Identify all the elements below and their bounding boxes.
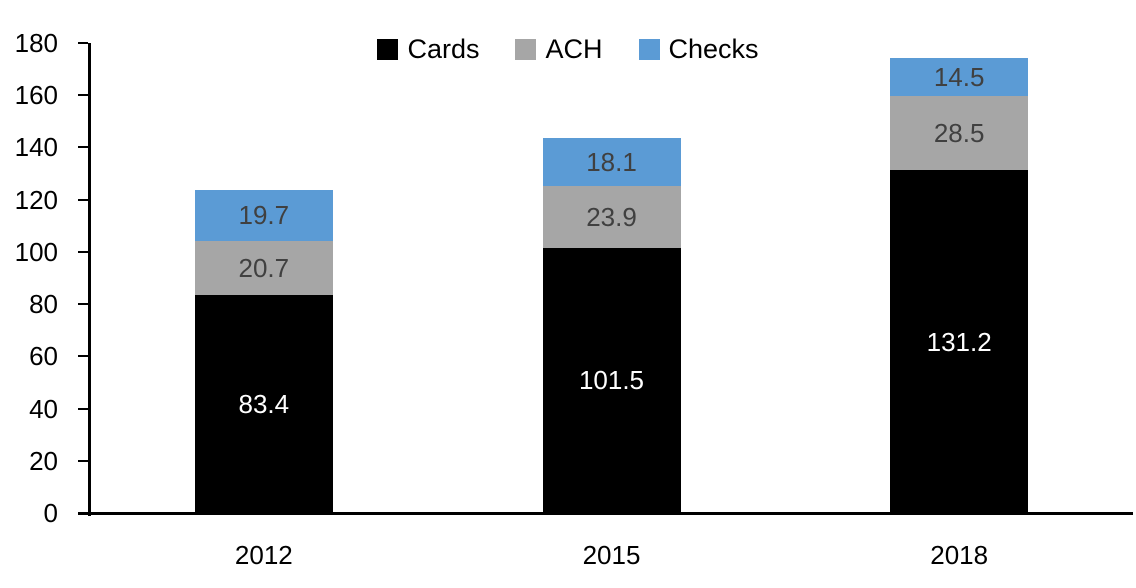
bar-value-label: 28.5 [933, 118, 985, 149]
bar-value-label: 19.7 [238, 200, 290, 231]
bar-value-label: 101.5 [578, 365, 645, 396]
y-tick-mark [78, 303, 88, 306]
x-tick-label-2018: 2018 [930, 540, 989, 570]
y-tick-label: 20 [29, 445, 58, 476]
legend-label: Cards [407, 34, 480, 64]
bar-value-label: 14.5 [933, 62, 985, 93]
y-tick-mark [78, 94, 88, 97]
y-tick-label: 140 [14, 132, 58, 163]
bar-segment-ach-2012: 20.7 [194, 241, 333, 296]
y-tick-mark [78, 355, 88, 358]
bar-segment-ach-2015: 23.9 [542, 185, 681, 248]
bar-value-label: 131.2 [926, 326, 992, 357]
bar-segment-cards-2015: 101.5 [542, 247, 681, 513]
y-tick-mark [78, 250, 88, 253]
y-tick-label: 40 [29, 393, 58, 424]
bar-segment-checks-2018: 14.5 [890, 58, 1029, 96]
y-tick-label: 80 [29, 289, 58, 320]
legend-swatch-ach [515, 39, 537, 60]
chart-legend: Cards ACH Checks [0, 36, 1136, 63]
bar-value-label: 20.7 [238, 253, 290, 284]
y-tick-label: 60 [29, 341, 58, 372]
y-tick-mark [78, 407, 88, 410]
bar-value-label: 83.4 [238, 389, 290, 420]
legend-item: Checks [638, 34, 759, 64]
y-tick-mark [78, 146, 88, 149]
y-tick-label: 0 [43, 498, 58, 528]
bar-segment-cards-2018: 131.2 [890, 170, 1029, 513]
legend-item: Cards [377, 36, 479, 63]
bar-value-label: 23.9 [586, 201, 637, 232]
legend-swatch-checks [638, 39, 660, 60]
y-tick-mark [78, 42, 88, 44]
x-tick-label-2015: 2015 [582, 540, 641, 570]
y-tick-label: 180 [14, 28, 58, 58]
legend-swatch-cards [377, 39, 399, 60]
y-axis-line [88, 43, 91, 516]
y-tick-mark [78, 198, 88, 201]
bar-segment-checks-2012: 19.7 [194, 189, 333, 242]
y-tick-label: 120 [14, 184, 58, 215]
bar-segment-checks-2015: 18.1 [542, 138, 681, 186]
legend-label: Checks [668, 34, 759, 64]
x-axis-line [78, 512, 1133, 515]
bar-value-label: 18.1 [586, 146, 637, 177]
x-tick-label-2012: 2012 [234, 540, 293, 570]
bar-segment-ach-2018: 28.5 [890, 96, 1029, 171]
legend-label: ACH [545, 34, 603, 64]
legend-item: ACH [515, 34, 603, 64]
y-tick-label: 100 [14, 236, 58, 267]
y-tick-mark [78, 512, 88, 514]
y-tick-label: 160 [14, 80, 58, 111]
bar-segment-cards-2012: 83.4 [194, 295, 333, 513]
y-tick-mark [78, 459, 88, 462]
